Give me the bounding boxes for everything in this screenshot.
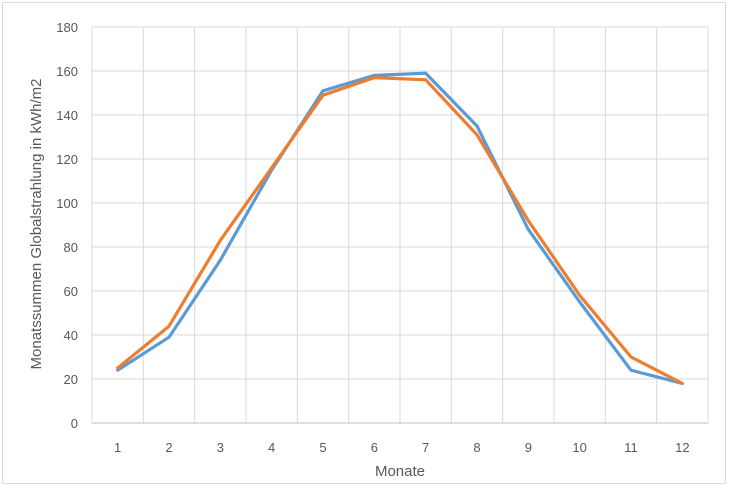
x-axis-title: Monate <box>375 463 425 480</box>
x-tick-label: 7 <box>422 440 429 455</box>
x-tick-label: 8 <box>473 440 480 455</box>
y-axis-title: Monatssummen Globalstrahlung in kWh/m2 <box>28 79 45 370</box>
x-tick-label: 3 <box>217 440 224 455</box>
y-tick-label: 40 <box>64 328 78 343</box>
x-tick-label: 12 <box>675 440 689 455</box>
y-tick-label: 140 <box>56 108 78 123</box>
series-lines <box>116 71 684 385</box>
x-tick-label: 1 <box>114 440 121 455</box>
x-tick-labels: 1 2 3 4 5 6 7 8 9 10 11 12 <box>114 440 690 455</box>
x-tick-label: 9 <box>525 440 532 455</box>
series-line-1 <box>116 71 684 385</box>
y-tick-label: 20 <box>64 372 78 387</box>
y-tick-labels: 0 20 40 60 80 100 120 140 160 180 <box>56 20 78 431</box>
gridlines <box>91 26 709 423</box>
x-tick-label: 2 <box>165 440 172 455</box>
series-line-2 <box>116 75 684 385</box>
x-tick-label: 4 <box>268 440 275 455</box>
y-tick-label: 180 <box>56 20 78 35</box>
y-tick-label: 80 <box>64 240 78 255</box>
x-tick-label: 10 <box>572 440 586 455</box>
y-tick-label: 160 <box>56 64 78 79</box>
x-tick-label: 5 <box>319 440 326 455</box>
y-tick-label: 0 <box>71 416 78 431</box>
y-tick-label: 100 <box>56 196 78 211</box>
x-tick-label: 6 <box>371 440 378 455</box>
y-tick-label: 60 <box>64 284 78 299</box>
x-tick-label: 11 <box>624 440 638 455</box>
y-tick-label: 120 <box>56 152 78 167</box>
